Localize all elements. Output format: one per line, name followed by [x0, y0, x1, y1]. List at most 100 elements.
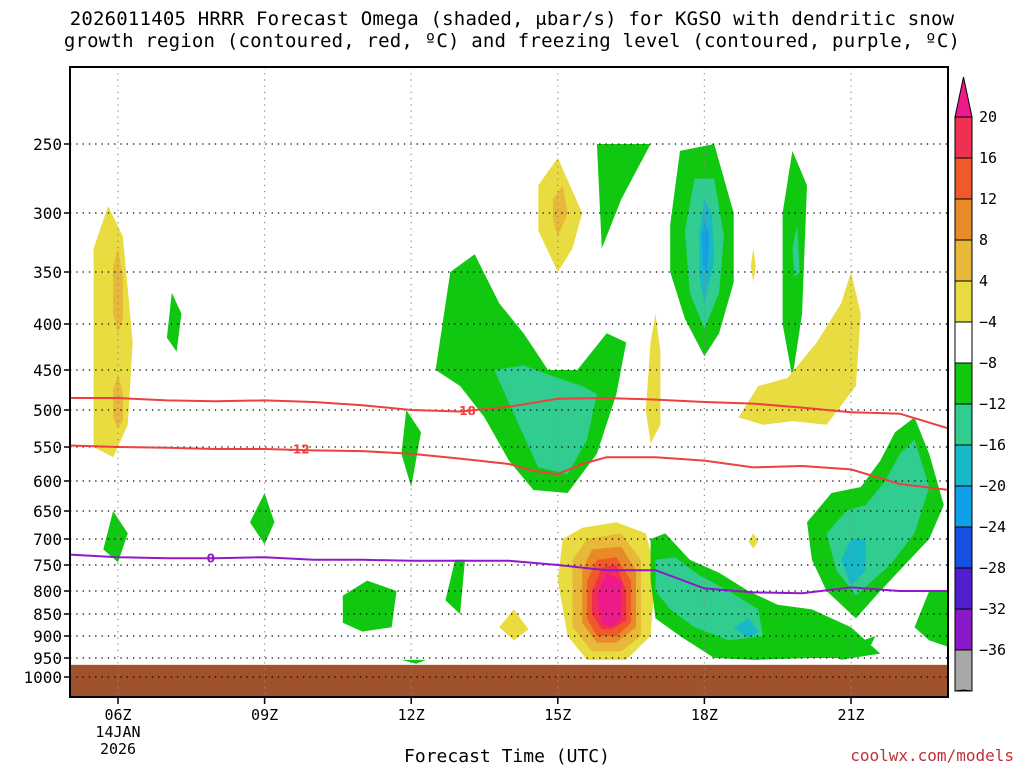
omega-shading	[93, 144, 948, 664]
omega-sink-06z-low	[103, 511, 128, 563]
y-tick-label: 350	[33, 263, 62, 282]
omega-sink-18z-low-l2	[655, 557, 763, 641]
omega-sink-07z-aloft	[166, 292, 182, 352]
y-tick-label: 600	[33, 472, 62, 491]
colorbar-swatch	[954, 444, 973, 487]
y-tick-label: 750	[33, 556, 62, 575]
colorbar-label: −32	[979, 600, 1006, 618]
omega-rise-17z-thin	[645, 313, 661, 444]
y-tick-label: 400	[33, 315, 62, 334]
colorbar-swatch	[954, 608, 973, 651]
x-tick-label: 12Z	[398, 706, 425, 724]
colorbar-label: −36	[979, 641, 1006, 659]
contours: -18 -12 0	[70, 396, 948, 595]
colorbar-bottom-arrow	[954, 689, 973, 692]
y-tick-label: 900	[33, 627, 62, 646]
omega-sink-12z-low	[401, 659, 426, 664]
omega-rise-06z	[93, 206, 133, 458]
x-tick-label: 15Z	[544, 706, 571, 724]
omega-sink-21z-low-l3	[841, 539, 866, 586]
credit-text[interactable]: coolwx.com/models	[850, 746, 1014, 765]
terrain-fill	[70, 664, 948, 697]
y-tick-label: 850	[33, 605, 62, 624]
colorbar-label: 20	[979, 108, 997, 126]
y-tick-label: 450	[33, 361, 62, 380]
y-axis: 250 300 350 400 450 500 550 600 650 700 750 800 850 9…	[23, 135, 70, 687]
colorbar-swatch	[954, 157, 973, 200]
omega-sink-11z	[342, 580, 397, 632]
colorbar-label: −16	[979, 436, 1006, 454]
colorbar-label: −24	[979, 518, 1006, 536]
y-tick-label: 950	[33, 649, 62, 668]
colorbar: 20 16 12 8 4 −4 −8 −12 −16 −20 −24 −28 −32 −36	[954, 76, 1006, 692]
x-axis-title: Forecast Time (UTC)	[404, 746, 610, 767]
colorbar-swatch	[954, 649, 973, 692]
omega-rise-16z-strong-core	[596, 572, 622, 628]
omega-rise-19z-speck	[750, 248, 756, 283]
colorbar-swatch	[954, 321, 973, 364]
colorbar-label: 16	[979, 149, 997, 167]
colorbar-swatch	[954, 239, 973, 282]
y-tick-label: 550	[33, 438, 62, 457]
colorbar-label: 4	[979, 272, 988, 290]
x-tick-label: 21Z	[837, 706, 864, 724]
plot-frame	[69, 66, 949, 698]
colorbar-label: 8	[979, 231, 988, 249]
omega-sink-13z	[445, 559, 465, 614]
colorbar-label: −4	[979, 313, 997, 331]
colorbar-top-arrow	[954, 76, 973, 118]
omega-rise-14z	[499, 609, 529, 641]
contour-label: -12	[288, 443, 310, 457]
colorbar-swatch	[954, 526, 973, 569]
colorbar-swatch	[954, 280, 973, 323]
x-tick-label: 18Z	[691, 706, 718, 724]
colorbar-swatch	[954, 198, 973, 241]
colorbar-label: 12	[979, 190, 997, 208]
omega-rise-19z-speck2	[748, 533, 759, 549]
gridlines	[70, 67, 948, 697]
x-tick-label: 09Z	[251, 706, 278, 724]
omega-sink-21z-surface	[831, 636, 876, 660]
chart-title-line2: growth region (contoured, red, ºC) and f…	[63, 30, 961, 52]
y-tick-label: 800	[33, 582, 62, 601]
colorbar-swatch	[954, 403, 973, 446]
omega-sink-12z-mid	[401, 410, 421, 487]
omega-sink-15z-core	[494, 365, 597, 475]
colorbar-swatch	[954, 362, 973, 405]
y-tick-label: 1000	[23, 668, 62, 687]
contour-0	[70, 553, 948, 595]
plot-area: -18 -12 0	[69, 66, 949, 698]
chart-title: 2026011405 HRRR Forecast Omega (shaded, …	[0, 8, 1024, 52]
y-tick-label: 500	[33, 401, 62, 420]
omega-sink-09z	[249, 493, 275, 545]
omega-sink-22z-surface	[914, 591, 948, 647]
x-tick-sublabel: 2026	[100, 740, 136, 758]
colorbar-label: −8	[979, 354, 997, 372]
x-tick-sublabel: 14JAN	[95, 723, 140, 741]
colorbar-label: −20	[979, 477, 1006, 495]
contour--12	[70, 444, 948, 491]
omega-rise-06z-core-lower	[113, 374, 123, 429]
y-tick-label: 650	[33, 502, 62, 521]
colorbar-label: −12	[979, 395, 1006, 413]
omega-sink-20z-aloft-core	[792, 224, 800, 278]
x-tick-label: 06Z	[104, 706, 131, 724]
y-tick-label: 300	[33, 204, 62, 223]
colorbar-swatch	[954, 567, 973, 610]
chart-title-line1: 2026011405 HRRR Forecast Omega (shaded, …	[69, 8, 955, 30]
y-tick-label: 700	[33, 530, 62, 549]
contour-label: 0	[207, 552, 215, 566]
colorbar-swatch	[954, 485, 973, 528]
omega-sink-16z-aloft	[596, 144, 651, 249]
colorbar-swatch	[954, 116, 973, 159]
omega-sink-18z-aloft-core	[702, 218, 710, 272]
omega-rise-14z-aloft-core	[552, 185, 568, 237]
y-tick-label: 250	[33, 135, 62, 154]
colorbar-label: −28	[979, 559, 1006, 577]
omega-rise-20z-band	[738, 272, 861, 425]
contour--18	[70, 396, 948, 430]
contour-label: -18	[454, 404, 476, 418]
omega-sink-18z-low-l3	[733, 618, 759, 639]
